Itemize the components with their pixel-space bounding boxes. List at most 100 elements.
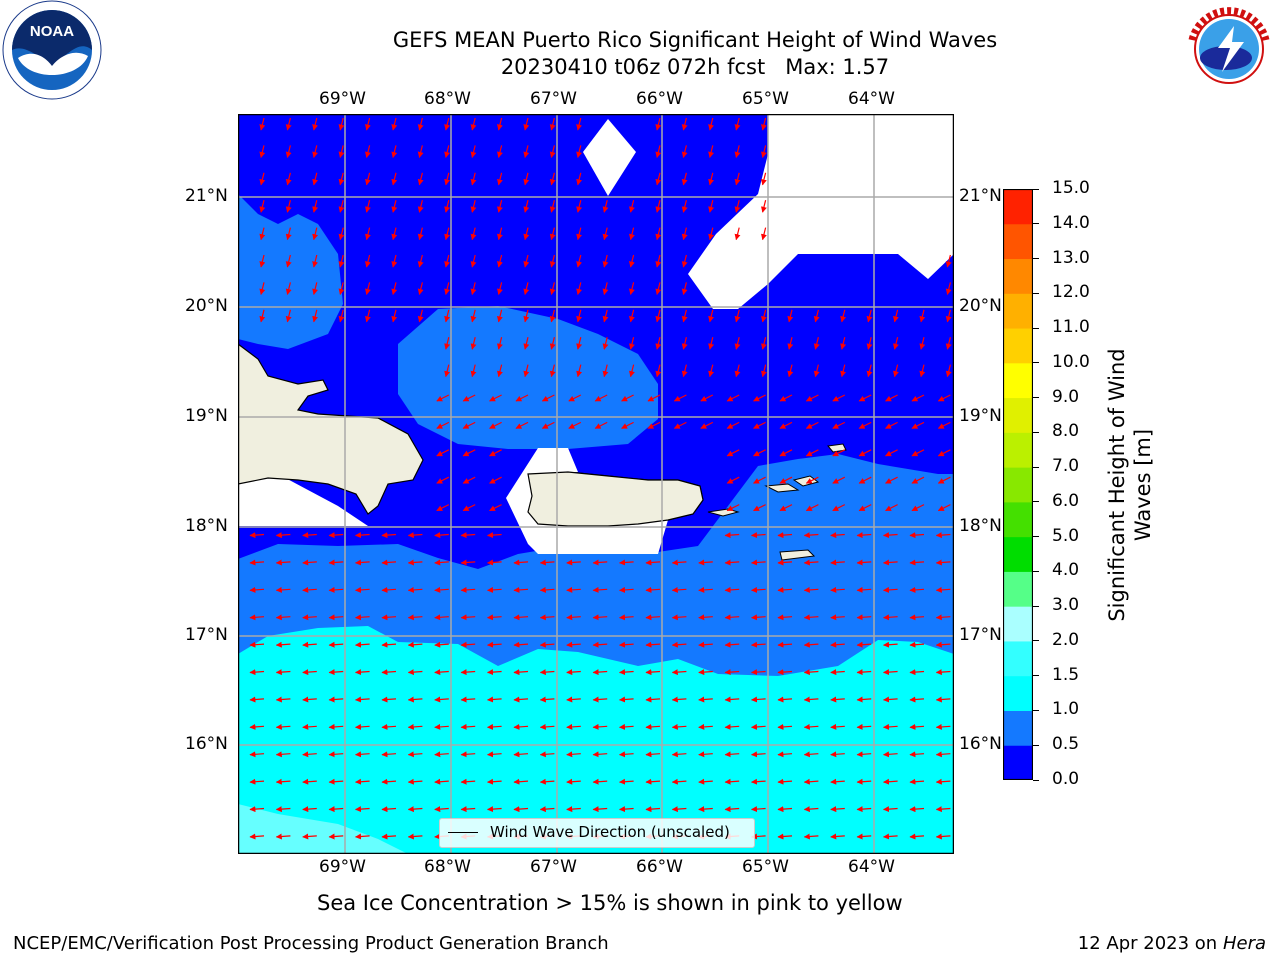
wave-direction-arrow — [760, 172, 767, 186]
wave-direction-arrow — [602, 364, 609, 378]
wave-direction-arrow — [813, 309, 820, 323]
wave-direction-arrow — [496, 172, 503, 186]
wave-direction-arrow — [566, 614, 581, 621]
wave-direction-arrow — [434, 641, 449, 648]
wave-direction-arrow — [840, 309, 847, 323]
wave-direction-arrow — [777, 751, 793, 758]
wave-direction-arrow — [671, 696, 687, 703]
colorbar-tick-label: 1.5 — [1052, 664, 1080, 685]
wave-direction-arrow — [249, 778, 265, 785]
wave-direction-arrow — [805, 476, 819, 484]
wave-direction-arrow — [909, 641, 925, 648]
wave-direction-arrow — [391, 145, 398, 158]
wave-direction-arrow — [487, 751, 502, 758]
colorbar-segment — [1003, 258, 1033, 294]
wave-direction-arrow — [275, 778, 291, 785]
lat-label-left-4: 17°N — [185, 625, 228, 645]
wave-direction-arrow — [671, 641, 687, 648]
wave-direction-arrow — [496, 254, 503, 268]
wave-direction-arrow — [832, 476, 846, 484]
wave-direction-arrow — [513, 559, 529, 566]
wave-direction-arrow — [777, 614, 793, 621]
wave-direction-arrow — [760, 145, 767, 158]
wave-direction-arrow — [513, 614, 529, 621]
wave-direction-arrow — [945, 364, 952, 378]
wave-direction-arrow — [470, 309, 477, 323]
wave-direction-arrow — [407, 833, 423, 840]
wave-direction-arrow — [549, 200, 556, 213]
wave-direction-arrow — [462, 449, 476, 457]
wave-direction-arrow — [391, 117, 398, 131]
wave-direction-arrow — [734, 227, 741, 241]
wave-direction-arrow — [275, 559, 291, 566]
colorbar-segment — [1003, 432, 1033, 468]
wave-direction-arrow — [566, 559, 581, 566]
wave-direction-arrow — [832, 449, 846, 457]
wave-direction-arrow — [803, 806, 819, 813]
lon-label-top-2: 67°W — [530, 89, 577, 109]
wave-direction-arrow — [909, 806, 925, 813]
wave-direction-arrow — [549, 309, 556, 323]
chart-subtitle: 20230410 t06z 072h fcst Max: 1.57 — [500, 55, 890, 79]
wave-direction-arrow — [856, 559, 872, 566]
wave-direction-arrow — [328, 641, 344, 648]
wave-direction-arrow — [302, 751, 317, 758]
wave-direction-arrow — [734, 309, 741, 323]
wave-direction-arrow — [751, 778, 766, 785]
wave-direction-arrow — [496, 117, 503, 131]
wave-direction-arrow — [487, 723, 502, 730]
colorbar-tick-mark — [1033, 397, 1039, 399]
wave-direction-arrow — [417, 254, 424, 268]
wave-direction-arrow — [462, 504, 476, 512]
wave-direction-arrow — [470, 254, 477, 268]
wave-direction-arrow — [523, 254, 530, 268]
wave-direction-arrow — [364, 145, 371, 158]
wave-direction-arrow — [275, 586, 291, 593]
wave-direction-arrow — [911, 476, 925, 484]
wave-direction-arrow — [840, 337, 847, 350]
wave-direction-arrow — [935, 696, 951, 703]
wave-direction-arrow — [391, 254, 398, 268]
wave-direction-arrow — [681, 309, 688, 323]
wave-direction-arrow — [909, 614, 925, 621]
wave-direction-arrow — [602, 282, 609, 295]
wave-direction-arrow — [275, 532, 291, 539]
wave-direction-arrow — [919, 309, 926, 323]
wave-direction-arrow — [708, 145, 715, 158]
wave-direction-arrow — [935, 641, 951, 648]
wave-direction-arrow — [655, 364, 662, 378]
branch-credit: NCEP/EMC/Verification Post Processing Pr… — [13, 933, 609, 954]
colorbar-tick-label: 13.0 — [1052, 247, 1090, 268]
wave-direction-arrow — [751, 696, 766, 703]
wave-direction-arrow — [460, 532, 476, 539]
wave-direction-arrow — [364, 200, 371, 213]
wave-direction-arrow — [444, 145, 451, 158]
wave-direction-arrow — [726, 421, 740, 429]
wave-direction-arrow — [645, 806, 661, 813]
wave-direction-arrow — [407, 559, 423, 566]
wave-direction-arrow — [935, 669, 951, 676]
wave-direction-arrow — [655, 254, 662, 268]
wave-direction-arrow — [592, 806, 608, 813]
wave-direction-arrow — [355, 806, 370, 813]
wave-direction-arrow — [645, 751, 661, 758]
no-data-w — [238, 474, 368, 526]
wave-direction-arrow — [724, 641, 740, 648]
wave-direction-arrow — [539, 696, 555, 703]
wave-direction-arrow — [830, 751, 845, 758]
wave-direction-arrow — [417, 282, 424, 295]
wave-direction-arrow — [391, 172, 398, 186]
wave-direction-arrow — [549, 282, 556, 295]
wave-direction-arrow — [787, 309, 794, 323]
noaa-logo-text: NOAA — [30, 23, 74, 40]
wave-direction-arrow — [647, 394, 661, 402]
wave-direction-arrow — [444, 200, 451, 213]
wave-direction-arrow — [777, 723, 793, 730]
colorbar-tick-mark — [1033, 709, 1039, 711]
wave-direction-arrow — [355, 614, 370, 621]
wave-direction-arrow — [381, 723, 397, 730]
wave-direction-arrow — [328, 532, 344, 539]
wave-direction-arrow — [777, 559, 793, 566]
wave-direction-arrow — [592, 751, 608, 758]
wave-direction-arrow — [460, 614, 476, 621]
